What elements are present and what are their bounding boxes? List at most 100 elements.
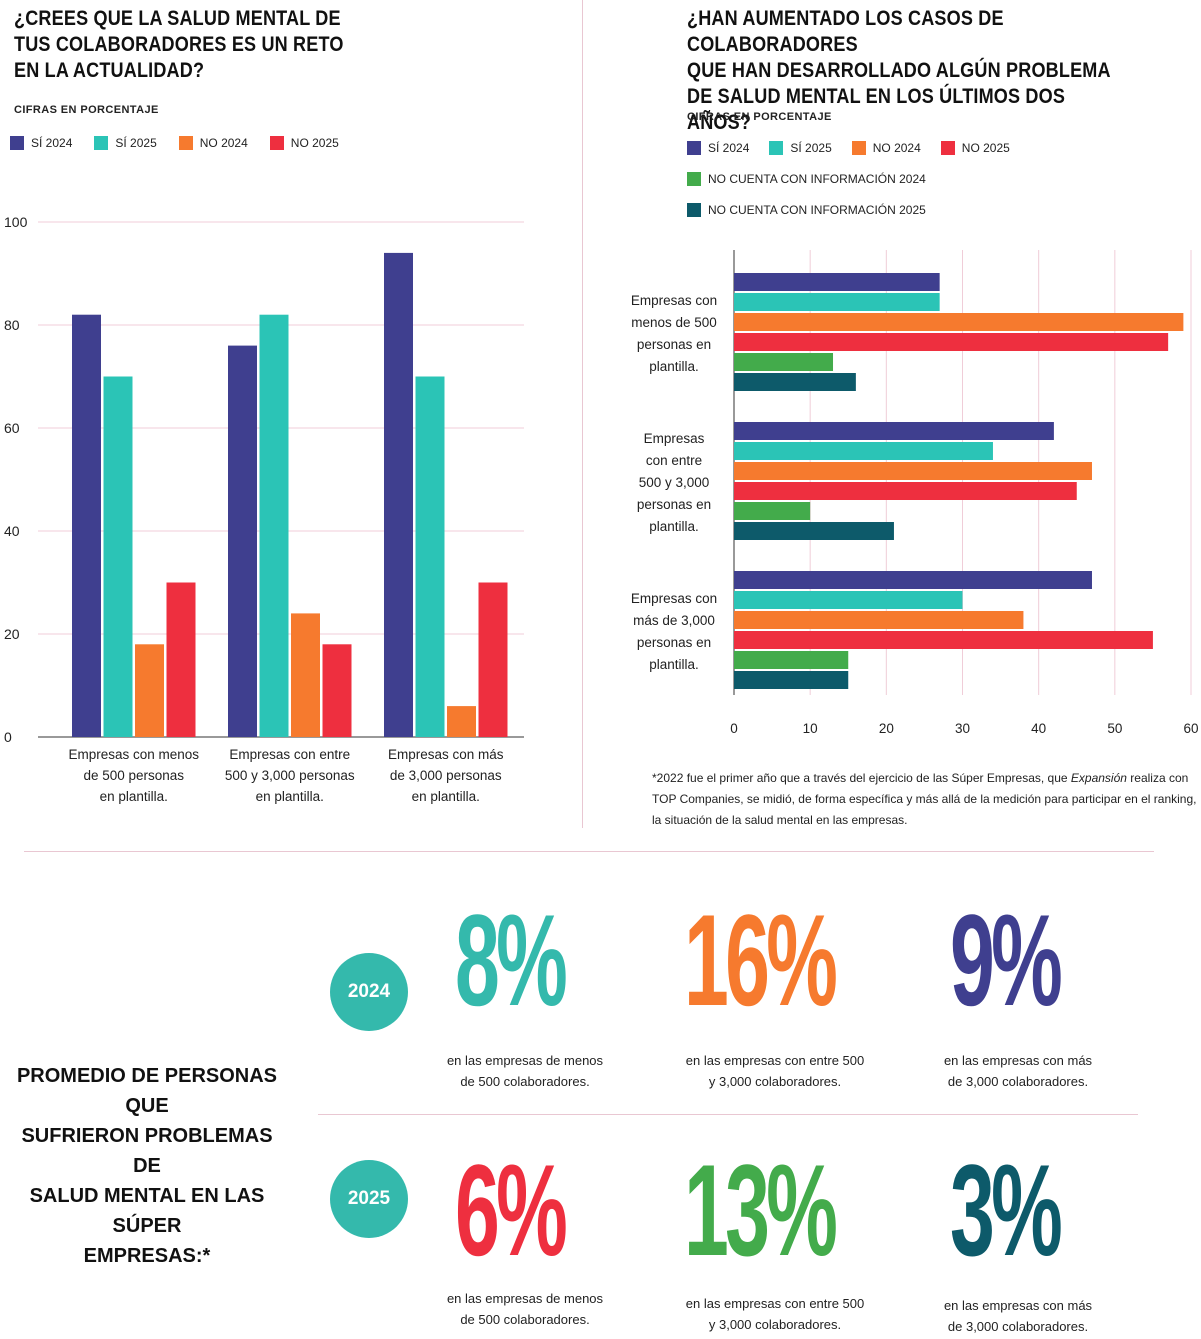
legend-swatch <box>851 141 866 155</box>
legend-item: NO 2024 <box>851 141 921 155</box>
bottom-heading: PROMEDIO DE PERSONAS QUE SUFRIERON PROBL… <box>12 1061 282 1271</box>
legend-swatch <box>269 136 284 150</box>
legend-item: NO 2024 <box>178 136 248 150</box>
category-label: menos de 500 <box>631 315 717 330</box>
stat-value: 13% <box>684 1137 838 1283</box>
category-label: Empresas con menos <box>68 747 199 762</box>
x-tick-label: 0 <box>730 721 738 736</box>
category-label: personas en <box>637 635 711 650</box>
bar <box>166 582 196 737</box>
bar <box>734 522 894 540</box>
bottom-heading-line: PROMEDIO DE PERSONAS QUE <box>16 1065 278 1117</box>
panel-divider <box>582 0 583 828</box>
stat-value: 9% <box>950 887 1063 1033</box>
stat-caption-line: de 500 colaboradores. <box>460 1074 590 1089</box>
legend-item: NO 2025 <box>269 136 339 150</box>
category-label: con entre <box>646 453 702 468</box>
bar <box>734 442 993 460</box>
stat-value: 16% <box>684 887 838 1033</box>
footnote: *2022 fue el primer año que a través del… <box>652 768 1197 831</box>
category-label: más de 3,000 <box>633 613 715 628</box>
stat-caption-line: de 3,000 colaboradores. <box>947 1319 1089 1334</box>
right-title-line: DE SALUD MENTAL EN LOS ÚLTIMOS DOS AÑOS? <box>687 85 1066 134</box>
legend-item: NO 2025 <box>940 141 1010 155</box>
legend-item: NO CUENTA CON INFORMACIÓN 2024 <box>687 172 1087 186</box>
legend-label: NO 2024 <box>872 141 921 155</box>
stat-caption-line: de 3,000 colaboradores. <box>947 1074 1089 1089</box>
legend-label: NO 2025 <box>290 136 339 150</box>
row-divider <box>318 1114 1138 1115</box>
stat-caption-line: en las empresas con entre 500 <box>685 1053 865 1068</box>
y-tick-label: 100 <box>4 214 28 230</box>
footnote-text-rest: realiza con TOP Companies, se midió, de … <box>652 771 1197 827</box>
right-chart-legend: SÍ 2024 SÍ 2025 NO 2024 NO 2025 NO CUENTA CO… <box>687 141 1087 217</box>
stat-caption-line: y 3,000 colaboradores. <box>708 1074 842 1089</box>
category-label: de 500 personas <box>83 768 184 783</box>
legend-item: SÍ 2024 <box>10 136 72 150</box>
bar <box>734 373 856 391</box>
bar <box>734 422 1054 440</box>
x-tick-label: 20 <box>879 721 894 736</box>
legend-swatch <box>10 136 24 150</box>
legend-item: SÍ 2025 <box>94 136 157 150</box>
y-tick-label: 0 <box>4 729 12 745</box>
legend-swatch <box>940 141 955 155</box>
bar <box>734 313 1184 331</box>
legend-label: SÍ 2024 <box>708 141 750 155</box>
bottom-heading-line: SUFRIERON PROBLEMAS DE <box>21 1125 273 1177</box>
right-chart-title: ¿HAN AUMENTADO LOS CASOS DE COLABORADORE… <box>687 6 1129 136</box>
right-title-line: ¿HAN AUMENTADO LOS CASOS DE COLABORADORE… <box>687 7 1004 56</box>
year-badge-2024: 2024 <box>330 953 408 1031</box>
bar <box>734 482 1077 500</box>
legend-swatch <box>687 172 701 186</box>
bar <box>734 571 1092 589</box>
category-label: 500 y 3,000 <box>639 475 710 490</box>
year-badge-2025: 2025 <box>330 1160 408 1238</box>
category-label: plantilla. <box>649 657 699 672</box>
stat-caption: en las empresas de menos de 500 colabora… <box>415 1050 635 1092</box>
vertical-bar-chart: 0 20 40 60 80 100 Empresas con menos de 500 per… <box>4 214 524 804</box>
bar <box>734 293 940 311</box>
category-label: plantilla. <box>649 519 699 534</box>
bar <box>478 582 508 737</box>
stat-caption-line: y 3,000 colaboradores. <box>708 1317 842 1332</box>
legend-item: SÍ 2024 <box>687 141 749 155</box>
category-label: plantilla. <box>649 359 699 374</box>
bar <box>72 314 101 737</box>
category-label: Empresas con <box>631 293 717 308</box>
x-tick-label: 10 <box>803 721 818 736</box>
left-title-line: TUS COLABORADORES ES UN RETO <box>14 33 344 56</box>
stat-caption-line: en las empresas con entre 500 <box>685 1296 865 1311</box>
legend-label: SÍ 2025 <box>115 136 157 150</box>
legend-swatch <box>687 203 701 217</box>
section-divider <box>24 851 1154 852</box>
legend-label: SÍ 2025 <box>790 141 832 155</box>
legend-label: NO CUENTA CON INFORMACIÓN 2024 <box>708 172 926 186</box>
y-tick-label: 80 <box>4 317 20 333</box>
stat-caption: en las empresas con más de 3,000 colabor… <box>908 1050 1128 1092</box>
bar <box>135 644 164 737</box>
category-label: Empresas con <box>631 591 717 606</box>
legend-swatch <box>687 141 701 155</box>
legend-swatch <box>178 136 193 150</box>
left-title-line: ¿CREES QUE LA SALUD MENTAL DE <box>14 7 341 30</box>
bar <box>291 613 320 737</box>
right-chart-subtitle: CIFRAS EN PORCENTAJE <box>687 111 832 123</box>
bar <box>259 314 289 737</box>
legend-swatch <box>94 136 109 150</box>
stat-caption-line: en las empresas con más <box>943 1053 1093 1068</box>
category-label: personas en <box>637 497 711 512</box>
category-label: en plantilla. <box>100 789 168 804</box>
bar <box>447 706 476 737</box>
stat-value: 6% <box>455 1137 568 1283</box>
x-tick-label: 30 <box>955 721 970 736</box>
category-label: Empresas con entre <box>229 747 350 762</box>
y-tick-label: 60 <box>4 420 20 436</box>
bar <box>734 591 963 609</box>
stat-caption-line: en las empresas de menos <box>446 1053 604 1068</box>
stat-caption-line: en las empresas con más <box>943 1298 1093 1313</box>
y-tick-label: 40 <box>4 523 20 539</box>
bar <box>734 502 811 520</box>
legend-item: NO CUENTA CON INFORMACIÓN 2025 <box>687 203 1087 217</box>
bar <box>734 651 849 669</box>
